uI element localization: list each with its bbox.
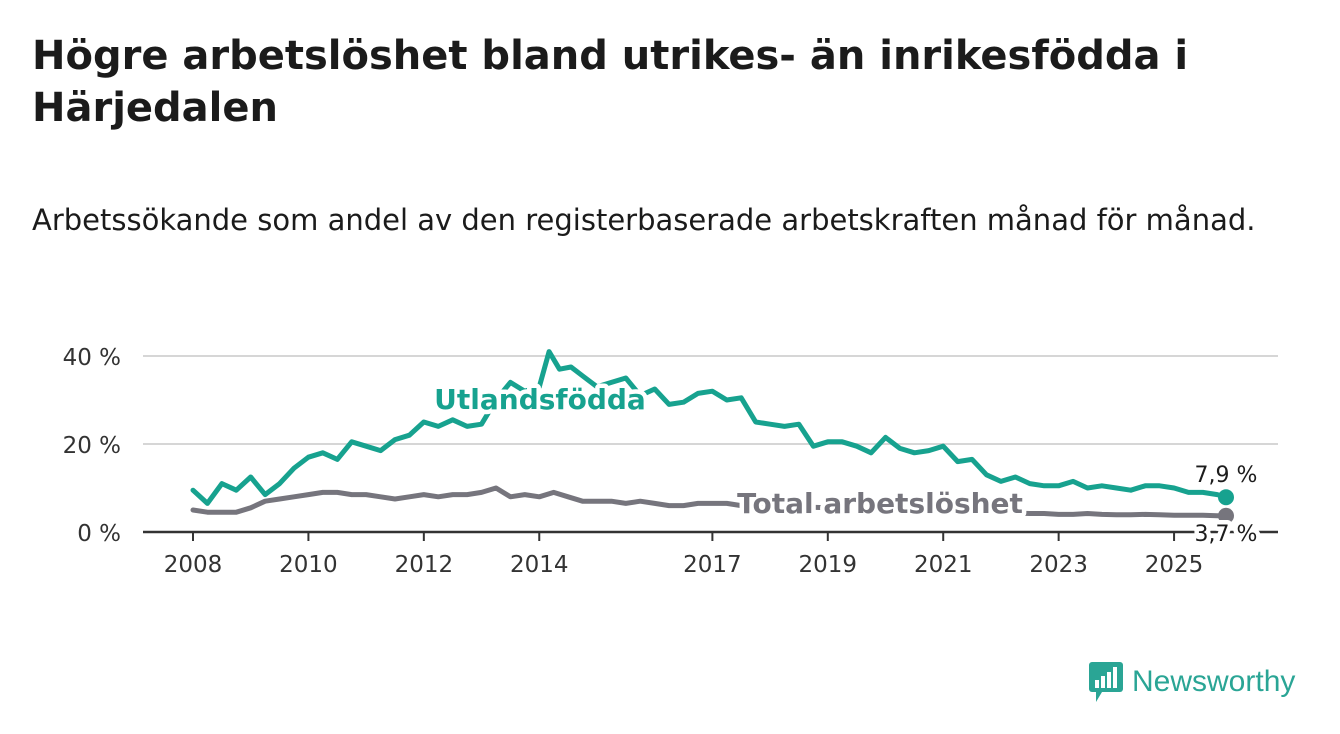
end-marker-total bbox=[1218, 507, 1234, 524]
end-label-utlandsfodda-halo: 7,9 % bbox=[1195, 463, 1258, 488]
x-tick-label: 2019 bbox=[799, 552, 858, 578]
x-tick-label: 2014 bbox=[510, 552, 569, 578]
brand-name: Newsworthy bbox=[1132, 665, 1296, 698]
y-tick-label: 40 % bbox=[63, 345, 121, 371]
end-label-total-halo: 3,7 % bbox=[1195, 522, 1258, 547]
series-line-total bbox=[190, 485, 1229, 519]
newsworthy-brand: Newsworthy bbox=[1088, 660, 1295, 704]
x-tick-label: 2012 bbox=[395, 552, 454, 578]
series-label-total: Total arbetslöshet bbox=[737, 487, 1023, 520]
y-tick-label: 20 % bbox=[63, 433, 121, 459]
x-tick-label: 2025 bbox=[1145, 552, 1204, 578]
end-label-utlandsfodda: 7,9 % bbox=[1195, 463, 1258, 488]
x-tick-label: 2010 bbox=[279, 552, 338, 578]
x-tick-label: 2021 bbox=[914, 552, 973, 578]
y-tick-label: 0 % bbox=[77, 521, 121, 547]
x-tick-label: 2017 bbox=[683, 552, 742, 578]
series-label-utlandsfodda: Utlandsfödda bbox=[434, 383, 646, 416]
chart-subtitle: Arbetssökande som andel av den registerb… bbox=[32, 203, 1256, 237]
chart-title: Högre arbetslöshet bland utrikes- än inr… bbox=[32, 33, 1189, 131]
x-tick-label: 2023 bbox=[1029, 552, 1088, 578]
x-tick-label: 2008 bbox=[164, 552, 223, 578]
line-chart: 0 % 20 % 40 % 2008 2010 2012 2014 2017 2019 2021 2… bbox=[63, 345, 1278, 578]
series-label-total-halo: Total arbetslöshet bbox=[737, 487, 1023, 520]
series-label-utlandsfodda-halo: Utlandsfödda bbox=[434, 383, 646, 416]
series-line-utlandsfodda bbox=[190, 349, 1229, 506]
newsworthy-chart-logo-icon bbox=[1089, 662, 1123, 702]
end-label-total: 3,7 % bbox=[1195, 522, 1258, 547]
end-marker-utlandsfodda bbox=[1218, 489, 1234, 506]
